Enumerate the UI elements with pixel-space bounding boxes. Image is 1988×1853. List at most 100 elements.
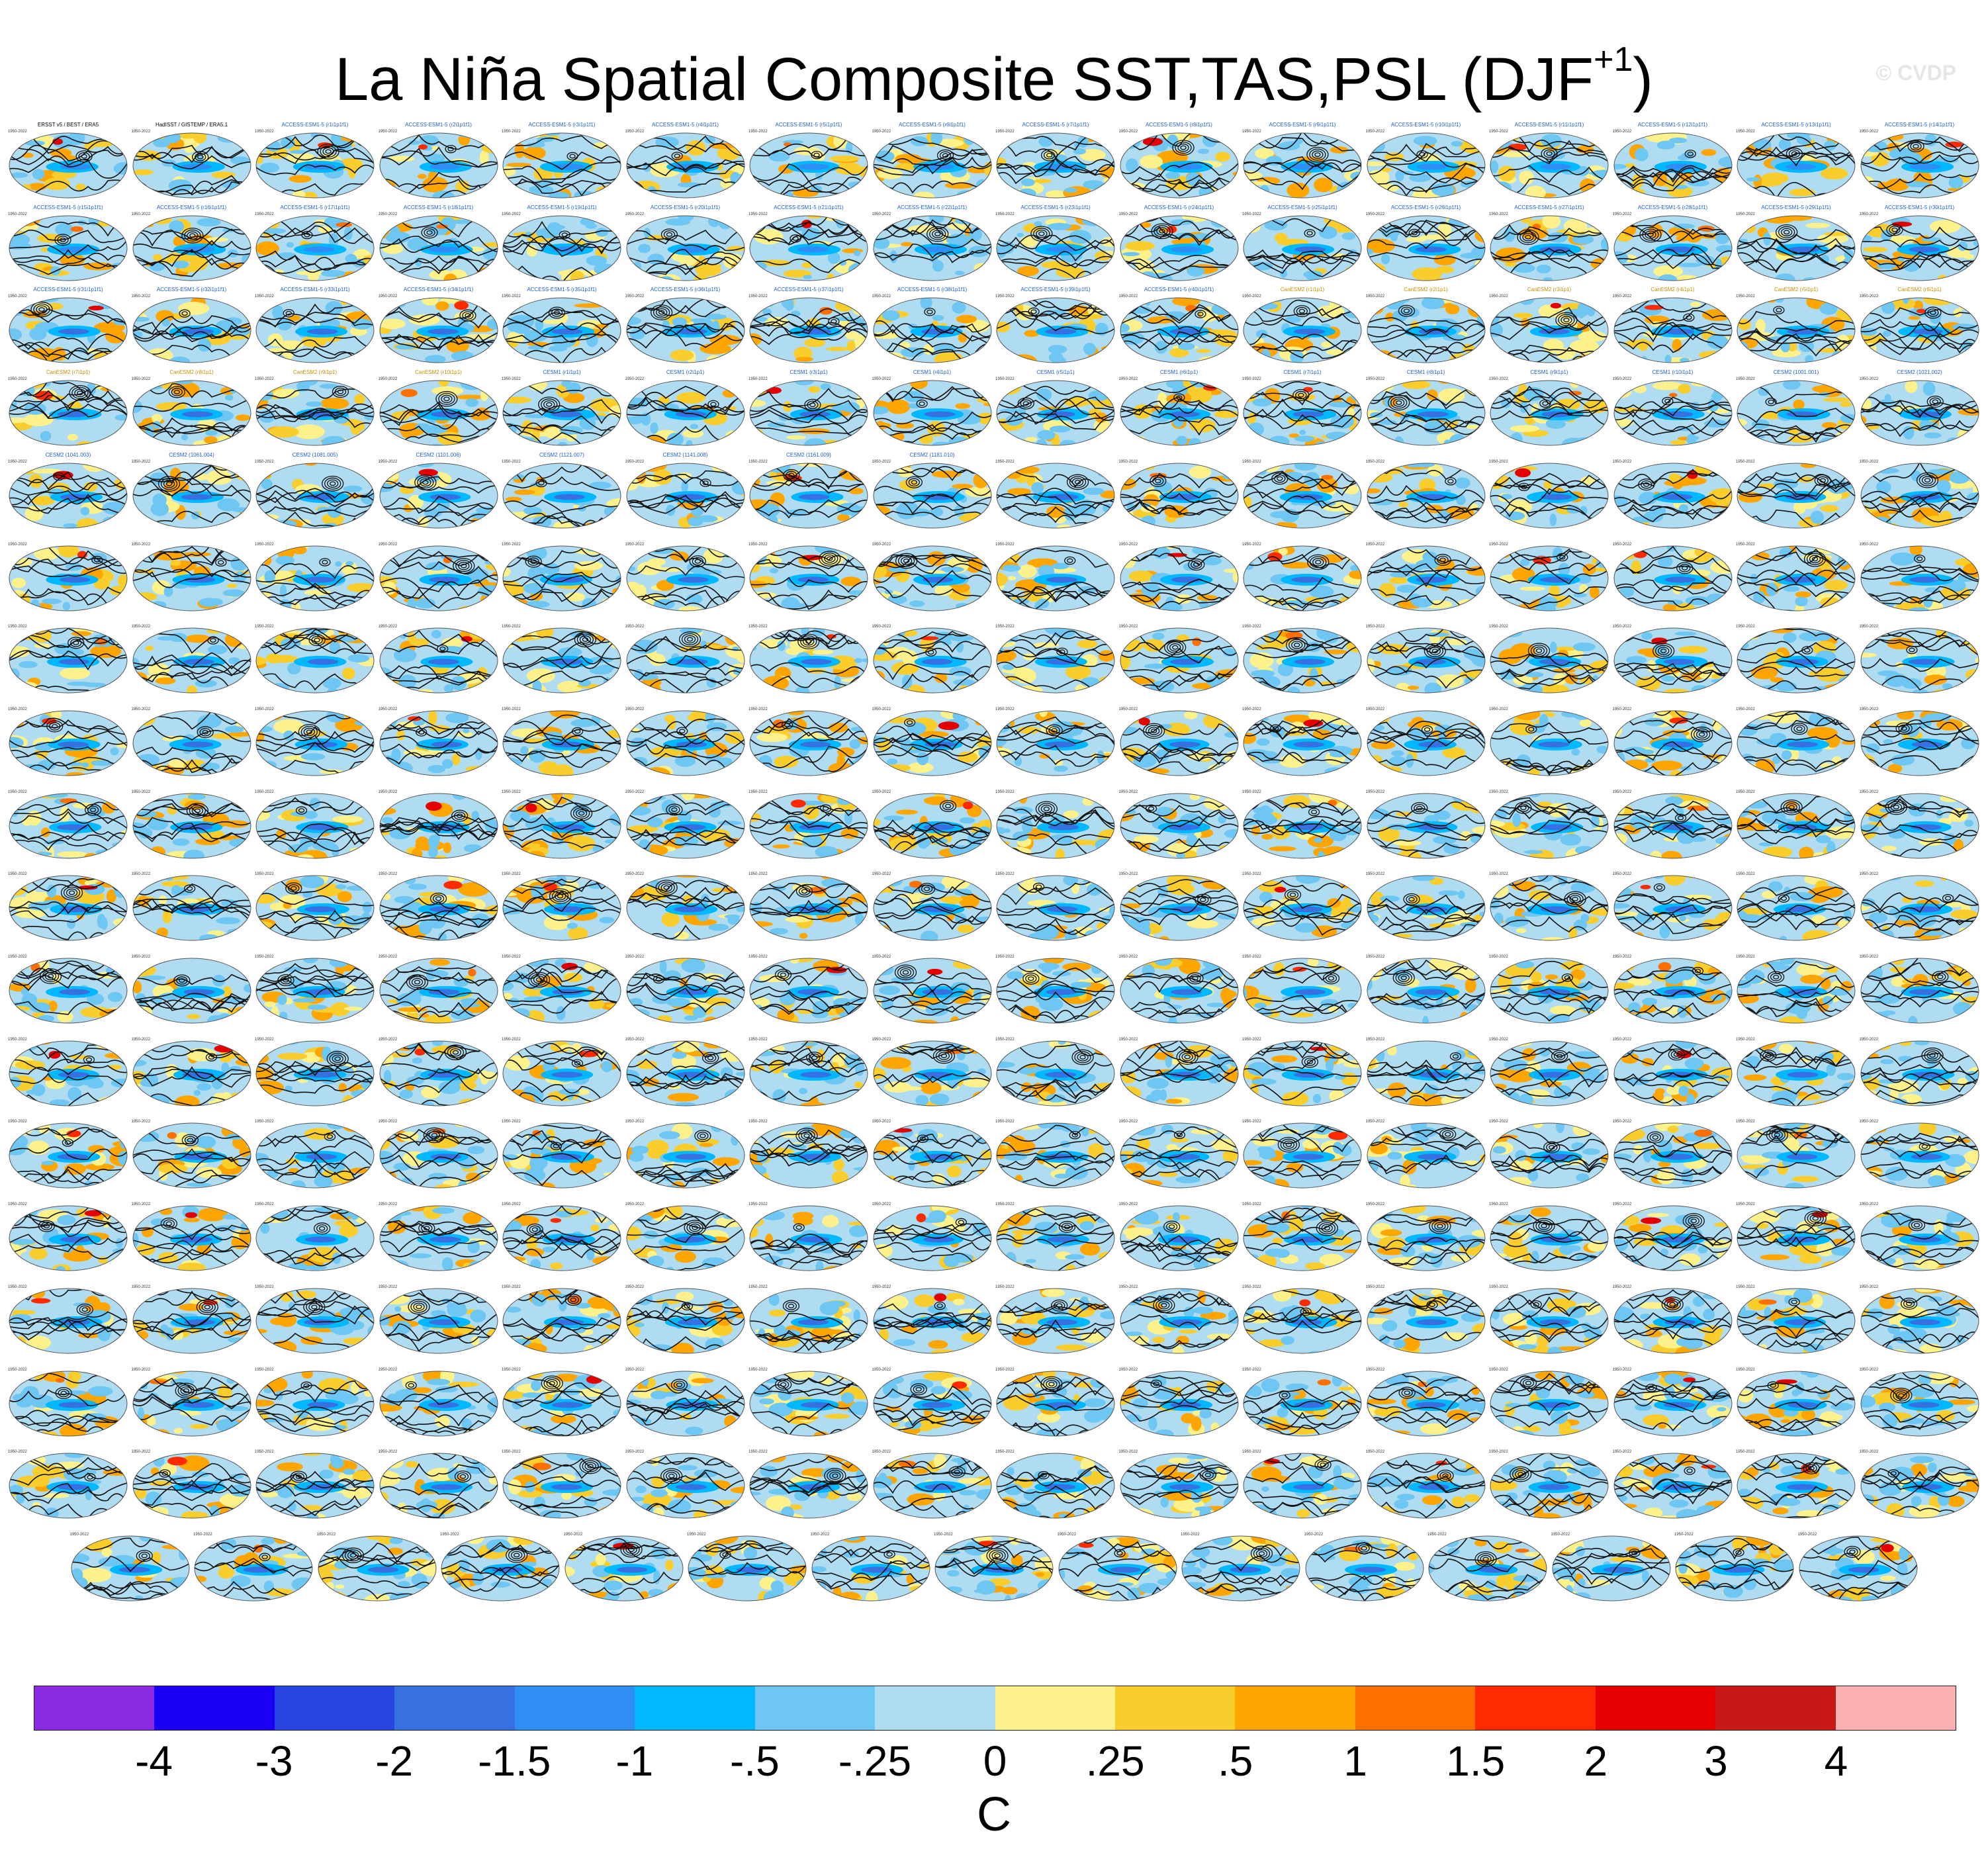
psl-contour-ring [1781,228,1793,236]
cool-anomaly [1208,601,1232,611]
composite-map [749,132,868,199]
map-panel: 1950-2022 [1735,535,1858,613]
composite-map [1120,297,1238,363]
cold-tongue-core [1785,163,1817,170]
cool-anomaly [849,739,861,749]
psl-contour-ring [36,305,48,314]
warm-anomaly [725,631,743,646]
map-panel: CESM2 (1021.002) 1950-2022 [1858,369,1981,447]
composite-map [1243,463,1362,529]
warm-anomaly [541,320,567,324]
warm-anomaly [1563,218,1587,233]
cool-anomaly [1541,134,1562,148]
cool-anomaly [257,298,268,307]
panel-title: ACCESS-ESM1-5 (r5i1p1f1) [775,122,842,128]
composite-map [1860,297,1979,363]
warm-anomaly [1369,187,1382,198]
psl-contour [256,179,374,198]
psl-contour-ring [181,311,188,316]
cool-anomaly [1002,564,1021,572]
panel-years: 1950-2022 [748,130,768,134]
map-panel: CanESM2 (r10i1p1) 1950-2022 [377,369,500,447]
psl-contour [750,258,868,273]
warm-anomaly [152,253,163,261]
cool-anomaly [615,463,621,469]
psl-contour-ring [38,307,45,312]
panel-title: ACCESS-ESM1-5 (r16i1p1f1) [156,204,227,210]
warm-anomaly [1247,181,1274,186]
psl-contour-ring [1309,148,1326,161]
cool-anomaly [224,725,244,733]
warm-anomaly [626,133,649,141]
warm-anomaly [1676,274,1698,281]
cool-anomaly [729,519,744,528]
cool-anomaly [488,602,498,611]
warm-anomaly [1795,591,1811,598]
cool-anomaly [32,169,45,180]
map-panel: CESM2 (1121.007) 1950-2022 [500,452,623,530]
psl-contour-ring [655,308,667,317]
warm-anomaly [750,276,763,281]
warm-anomaly [268,426,299,438]
panel-years: 1950-2022 [502,212,521,216]
composite-map [873,545,991,611]
warm-anomaly [997,192,1024,197]
warm-anomaly [1860,298,1874,305]
panel-years: 1950-2022 [1612,130,1632,134]
panel-title: CESM1 (r7i1p1) [1283,369,1322,376]
cool-anomaly [9,191,23,198]
warm-anomaly [1824,579,1848,591]
cool-anomaly [1600,237,1608,251]
map-panel: 1950-2022 [500,535,623,613]
composite-map [255,627,375,694]
warm-anomaly [114,682,127,689]
panel-title: CESM2 (1101.006) [416,451,461,458]
cool-anomaly [523,330,547,343]
cool-anomaly [1492,181,1512,196]
psl-contour-ring [1153,224,1171,238]
cool-anomaly [1831,351,1842,363]
warm-anomaly [503,520,525,528]
composite-map [749,627,868,694]
composite-map [626,710,745,776]
psl-contour [1737,148,1855,167]
cool-anomaly [1866,137,1877,143]
warm-anomaly [75,183,86,191]
warm-anomaly [132,300,144,310]
warm-anomaly [997,519,1007,528]
psl-contour [1613,167,1732,183]
map-outline [1737,132,1856,199]
psl-contour [1737,238,1855,257]
cool-anomaly [487,439,498,444]
psl-contour [873,328,991,342]
psl-contour [9,149,127,166]
panel-title: ACCESS-ESM1-5 (r2i1p1f1) [405,122,472,128]
cool-anomaly [277,318,293,331]
warm-anomaly [1345,215,1355,227]
cool-anomaly [1840,592,1854,606]
map-outline [502,132,621,199]
cool-anomaly [204,429,218,436]
warm-anomaly [355,545,371,551]
psl-contour [132,179,251,198]
cold-tongue-core [1909,246,1940,253]
cool-anomaly [1392,310,1408,322]
panel-title: ACCESS-ESM1-5 (r9i1p1f1) [1269,122,1336,128]
cool-anomaly [115,133,127,142]
warm-anomaly [235,414,250,422]
psl-contour [1490,224,1608,238]
map-panel: ACCESS-ESM1-5 (r27i1p1f1) 1950-2022 [1488,204,1611,283]
cool-anomaly [909,600,925,607]
warm-anomaly [801,261,813,268]
panel-title: ACCESS-ESM1-5 (r21i1p1f1) [774,204,844,210]
psl-contour-ring [1543,149,1555,158]
cool-anomaly [1183,563,1197,570]
warm-anomaly [1860,381,1883,389]
warm-anomaly [366,520,374,528]
warm-anomaly [1223,628,1236,641]
psl-contour-ring [1912,144,1919,149]
map-panel: 1950-2022 [871,617,994,695]
warm-anomaly [286,152,316,163]
cool-anomaly [984,521,991,528]
map-panel: 1950-2022 [1488,452,1611,530]
